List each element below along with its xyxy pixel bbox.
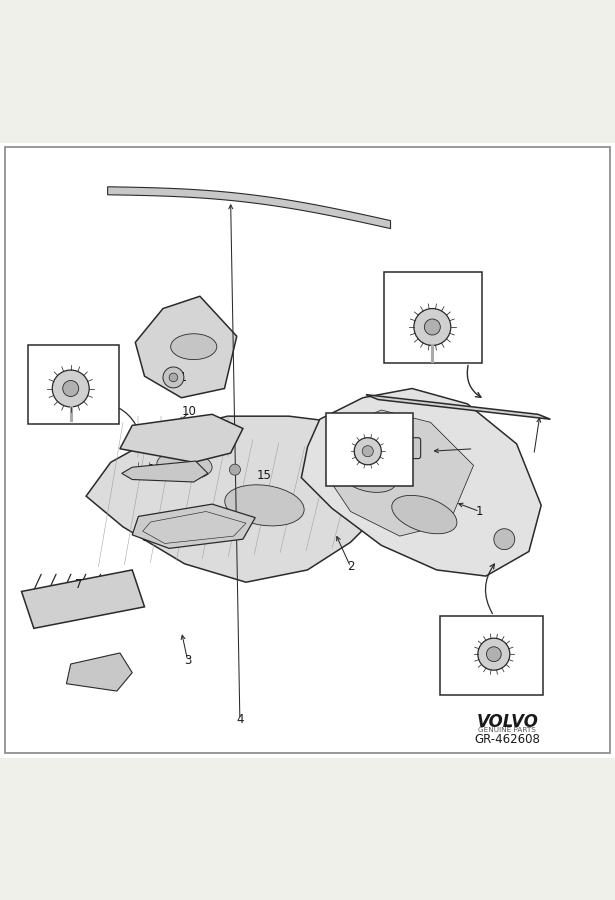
Circle shape — [494, 528, 515, 550]
Text: 2: 2 — [347, 561, 354, 573]
Text: 12: 12 — [399, 473, 413, 486]
Polygon shape — [122, 461, 208, 482]
Text: 13: 13 — [148, 464, 162, 476]
Circle shape — [63, 381, 79, 397]
Polygon shape — [22, 570, 145, 628]
Circle shape — [52, 370, 89, 407]
Polygon shape — [366, 394, 550, 419]
Circle shape — [163, 367, 184, 388]
Circle shape — [362, 446, 373, 457]
Text: 1: 1 — [476, 505, 483, 518]
Text: GR-462608: GR-462608 — [474, 733, 541, 745]
Polygon shape — [326, 410, 474, 536]
Circle shape — [398, 474, 404, 481]
Polygon shape — [66, 653, 132, 691]
Polygon shape — [108, 187, 391, 229]
Ellipse shape — [157, 452, 212, 480]
Circle shape — [414, 309, 451, 346]
Polygon shape — [86, 416, 406, 582]
Bar — [326, 413, 413, 486]
Text: 9: 9 — [395, 353, 402, 365]
Text: 16: 16 — [37, 411, 52, 425]
Text: VOLVO: VOLVO — [477, 713, 538, 731]
Text: 6: 6 — [338, 467, 345, 480]
Circle shape — [229, 464, 240, 475]
Polygon shape — [120, 414, 243, 463]
Circle shape — [424, 319, 440, 335]
Text: 15: 15 — [257, 469, 272, 482]
Ellipse shape — [392, 495, 457, 534]
Bar — [28, 346, 119, 424]
Polygon shape — [301, 389, 541, 576]
Text: 10: 10 — [182, 405, 197, 418]
Polygon shape — [132, 504, 255, 548]
Ellipse shape — [224, 485, 304, 526]
Text: 5: 5 — [447, 660, 454, 673]
Text: 14: 14 — [141, 531, 156, 544]
Text: 7: 7 — [75, 578, 82, 590]
Circle shape — [486, 647, 501, 662]
Ellipse shape — [170, 334, 216, 360]
Polygon shape — [135, 296, 237, 398]
Text: 3: 3 — [184, 653, 191, 667]
Text: 4: 4 — [236, 713, 244, 726]
FancyBboxPatch shape — [390, 437, 421, 459]
Ellipse shape — [342, 463, 396, 492]
Text: GENUINE PARTS: GENUINE PARTS — [478, 727, 536, 734]
Circle shape — [169, 374, 178, 382]
Circle shape — [354, 437, 381, 464]
Text: 8: 8 — [82, 665, 90, 678]
Circle shape — [393, 470, 409, 486]
Circle shape — [478, 638, 510, 670]
Bar — [440, 616, 543, 695]
Text: 11: 11 — [173, 371, 188, 384]
Bar — [384, 272, 482, 363]
